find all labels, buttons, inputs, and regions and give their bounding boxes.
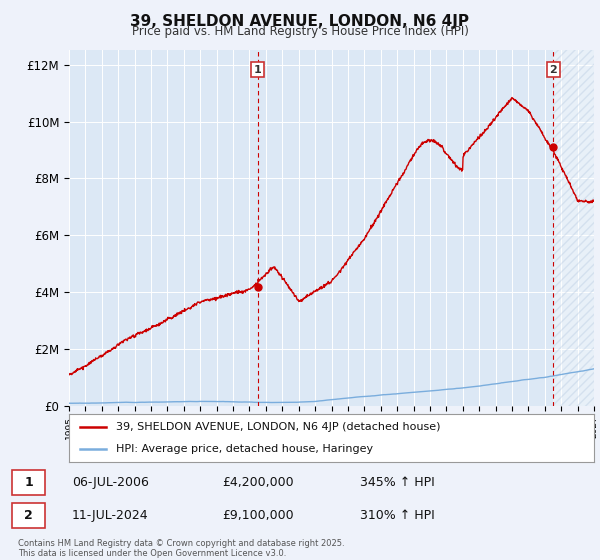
Bar bbox=[553, 50, 594, 406]
Text: 2: 2 bbox=[550, 64, 557, 74]
Text: £9,100,000: £9,100,000 bbox=[222, 508, 293, 522]
Text: 39, SHELDON AVENUE, LONDON, N6 4JP (detached house): 39, SHELDON AVENUE, LONDON, N6 4JP (deta… bbox=[116, 422, 441, 432]
Text: Contains HM Land Registry data © Crown copyright and database right 2025.
This d: Contains HM Land Registry data © Crown c… bbox=[18, 539, 344, 558]
Text: Price paid vs. HM Land Registry's House Price Index (HPI): Price paid vs. HM Land Registry's House … bbox=[131, 25, 469, 39]
Text: 11-JUL-2024: 11-JUL-2024 bbox=[72, 508, 149, 522]
Text: 1: 1 bbox=[254, 64, 262, 74]
Bar bbox=[553, 50, 594, 406]
Text: 2: 2 bbox=[24, 508, 33, 522]
FancyBboxPatch shape bbox=[12, 470, 45, 495]
Text: HPI: Average price, detached house, Haringey: HPI: Average price, detached house, Hari… bbox=[116, 444, 373, 454]
Text: 1: 1 bbox=[24, 476, 33, 489]
Text: 345% ↑ HPI: 345% ↑ HPI bbox=[360, 476, 435, 489]
Text: 310% ↑ HPI: 310% ↑ HPI bbox=[360, 508, 435, 522]
Text: £4,200,000: £4,200,000 bbox=[222, 476, 293, 489]
Text: 06-JUL-2006: 06-JUL-2006 bbox=[72, 476, 149, 489]
Text: 39, SHELDON AVENUE, LONDON, N6 4JP: 39, SHELDON AVENUE, LONDON, N6 4JP bbox=[131, 14, 470, 29]
FancyBboxPatch shape bbox=[12, 503, 45, 528]
